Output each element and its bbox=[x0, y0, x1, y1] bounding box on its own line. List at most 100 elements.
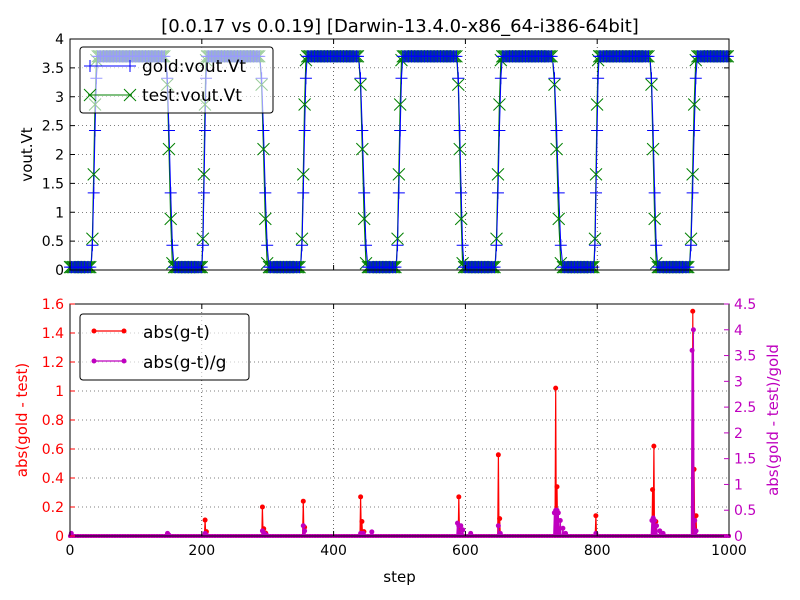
gold-point bbox=[455, 186, 468, 199]
gold-point bbox=[721, 50, 734, 63]
legend-gold-marker bbox=[124, 60, 136, 72]
y-tick-label: 1.6 bbox=[42, 297, 64, 313]
gold-point bbox=[354, 72, 367, 85]
y-tick-label: 3.5 bbox=[42, 61, 64, 77]
test-point bbox=[648, 212, 662, 226]
y-tick-label: 4 bbox=[55, 32, 64, 48]
y-tick-label: 0.8 bbox=[42, 413, 64, 429]
y-tick-label: 1 bbox=[55, 205, 64, 221]
test-point bbox=[162, 142, 176, 156]
gold-point bbox=[395, 72, 408, 85]
test-point bbox=[357, 212, 371, 226]
y-tick-label: 1 bbox=[55, 384, 64, 400]
y-tick-label: 1.2 bbox=[42, 355, 64, 371]
gold-point bbox=[491, 186, 504, 199]
gold-point bbox=[592, 72, 605, 85]
gold-point bbox=[356, 124, 369, 137]
gold-point bbox=[453, 124, 466, 137]
rel-series-point bbox=[692, 518, 698, 524]
gold-point bbox=[394, 124, 407, 137]
y-tick-label: 0 bbox=[55, 529, 64, 545]
y-right-tick-label: 3 bbox=[734, 374, 743, 390]
y-tick-label: 1.4 bbox=[42, 326, 64, 342]
x-tick-label: 0 bbox=[66, 543, 75, 559]
gold-point bbox=[299, 72, 312, 85]
gold-point bbox=[588, 239, 601, 252]
gold-point bbox=[297, 186, 310, 199]
test-point bbox=[686, 167, 699, 181]
rel-series-point bbox=[560, 525, 566, 531]
gold-point bbox=[392, 186, 405, 199]
gold-point bbox=[358, 186, 371, 199]
test-point bbox=[392, 167, 406, 181]
test-point bbox=[164, 212, 178, 226]
y-tick-label: 3 bbox=[55, 90, 64, 106]
test-point bbox=[355, 142, 369, 156]
abs-series-point bbox=[690, 308, 696, 314]
y-tick-label: 1.5 bbox=[42, 176, 64, 192]
rel-series-point bbox=[557, 518, 563, 524]
legend-gold-marker bbox=[84, 60, 96, 72]
rel-series-point bbox=[302, 528, 308, 534]
legend-test-label: test:vout.Vt bbox=[142, 86, 242, 106]
abs-series-point bbox=[553, 385, 559, 391]
gold-point bbox=[351, 50, 364, 63]
gold-point bbox=[550, 124, 563, 137]
test-point bbox=[354, 78, 367, 92]
abs-series-point bbox=[202, 517, 208, 523]
y-tick-label: 0.6 bbox=[42, 442, 64, 458]
test-point bbox=[257, 142, 270, 156]
rel-series-point bbox=[654, 523, 660, 529]
y-tick-label: 2 bbox=[55, 148, 64, 164]
test-point bbox=[645, 78, 658, 92]
y-right-axis-label: abs(gold - test)/gold bbox=[764, 344, 782, 496]
gold-point bbox=[688, 124, 701, 137]
y-right-tick-label: 2 bbox=[734, 426, 743, 442]
y-right-tick-label: 1.5 bbox=[734, 452, 756, 468]
x-axis-label: step bbox=[383, 568, 415, 586]
rel-series-point bbox=[458, 523, 464, 529]
rel-series-point bbox=[689, 347, 695, 353]
x-tick-label: 1000 bbox=[711, 543, 747, 559]
y-tick-label: 0.2 bbox=[42, 500, 64, 516]
gold-point bbox=[84, 261, 97, 274]
gold-point bbox=[493, 124, 506, 137]
test-point bbox=[196, 232, 210, 246]
top-plot: 0 0.5 1 1.5 2 2.5 3 3.5 4 vout.Vt gold:vout.Vt test… bbox=[18, 32, 735, 279]
rel-series-point bbox=[690, 327, 696, 333]
gold-point bbox=[391, 239, 404, 252]
y-right-tick-label: 3.5 bbox=[734, 349, 756, 365]
gold-point bbox=[166, 239, 179, 252]
test-point bbox=[295, 232, 309, 246]
test-point bbox=[589, 167, 603, 181]
rel-series-point bbox=[555, 510, 561, 516]
gold-point bbox=[590, 186, 603, 199]
test-point bbox=[490, 232, 503, 246]
abs-series-point bbox=[554, 484, 560, 490]
test-point bbox=[197, 167, 211, 181]
gold-point bbox=[450, 50, 463, 63]
legend-abs-marker bbox=[121, 328, 127, 334]
test-point bbox=[451, 78, 465, 92]
test-point bbox=[454, 212, 468, 226]
gold-point bbox=[298, 124, 311, 137]
legend-gold-label: gold:vout.Vt bbox=[142, 57, 246, 77]
legend-test-marker bbox=[123, 88, 137, 102]
abs-series-point bbox=[358, 494, 364, 500]
abs-series-point bbox=[456, 494, 462, 500]
gold-point bbox=[685, 239, 698, 252]
bottom-legend: abs(g-t) abs(g-t)/g bbox=[79, 313, 250, 381]
gold-point bbox=[86, 239, 99, 252]
gold-point bbox=[488, 261, 501, 274]
abs-series-point bbox=[259, 504, 265, 510]
y-right-tick-label: 4 bbox=[734, 323, 743, 339]
legend-rel-marker bbox=[121, 358, 127, 364]
gold-point bbox=[257, 124, 270, 137]
rel-series-point bbox=[468, 530, 474, 536]
test-point bbox=[258, 212, 272, 226]
y-right-tick-label: 4.5 bbox=[734, 297, 756, 313]
rel-series-point bbox=[693, 528, 699, 534]
chart-title: [0.0.17 vs 0.0.19] [Darwin-13.4.0-x86_64… bbox=[161, 16, 639, 37]
rel-series-point bbox=[652, 518, 658, 524]
